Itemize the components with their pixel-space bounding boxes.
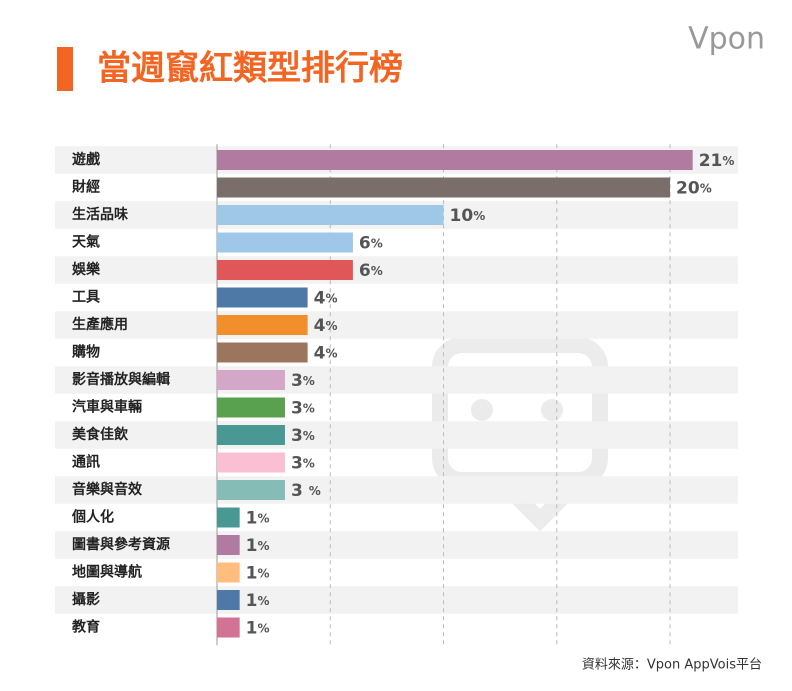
source-note: 資料來源：Vpon AppVois平台 [582,658,762,673]
logo: Vpon [688,22,765,57]
bar [217,150,693,170]
bar [217,425,285,445]
y-tick-label: 生產應用 [72,316,128,333]
value-label: 6% [359,234,383,254]
value-label: 3% [291,371,315,391]
y-tick-label: 圖書與參考資源 [72,536,170,553]
bar [217,480,285,500]
row-stripe [55,476,738,504]
value-label: 1% [246,564,270,584]
bar [217,232,353,253]
bar [217,315,308,335]
row-stripe [55,586,738,614]
y-tick-label: 遊戲 [72,151,101,168]
bar [217,177,671,198]
bar [217,260,353,280]
y-tick-label: 財經 [71,179,100,196]
value-label: 3% [291,454,315,474]
row-stripe [55,256,738,284]
value-label: 1% [246,509,270,529]
y-tick-label: 汽車與車輛 [72,399,142,416]
y-tick-label: 攝影 [72,591,100,608]
y-tick-label: 地圖與導航 [72,564,142,581]
value-label: 21% [699,151,735,171]
bar [217,397,285,418]
value-label: 20% [676,179,712,199]
value-label: 3 % [291,481,321,501]
bar [217,287,308,308]
row-stripe [55,366,738,394]
y-tick-label: 教育 [72,619,100,636]
row-stripe [55,531,738,559]
value-label: 10% [450,206,486,226]
bar [217,535,240,555]
value-label: 6% [359,261,383,281]
value-label: 4% [314,344,338,364]
y-tick-label: 生活品味 [72,206,128,223]
value-label: 1% [246,619,270,639]
y-tick-label: 影音播放與編輯 [72,371,170,388]
bar [217,562,240,583]
bar [217,342,308,363]
y-tick-label: 工具 [72,290,100,306]
y-tick-label: 娛樂 [71,261,101,278]
value-label: 1% [246,536,270,556]
bar [217,590,240,610]
bar [217,507,240,528]
bar [217,452,285,473]
value-label: 1% [246,591,270,611]
value-label: 4% [314,289,338,309]
value-label: 3% [291,399,315,419]
y-tick-label: 個人化 [71,509,114,526]
bar [217,617,240,638]
title-accent [57,47,73,91]
y-tick-label: 天氣 [72,234,100,251]
y-tick-label: 音樂與音效 [72,481,143,498]
value-label: 4% [314,316,338,336]
y-tick-label: 美食佳飲 [72,426,129,443]
y-tick-label: 通訊 [72,454,100,471]
y-tick-label: 購物 [71,344,100,361]
chart-title: 當週竄紅類型排行榜 [97,49,403,89]
bar [217,370,285,390]
bar [217,205,444,225]
row-stripe [55,421,738,449]
row-stripe [55,311,738,339]
value-label: 3% [291,426,315,446]
